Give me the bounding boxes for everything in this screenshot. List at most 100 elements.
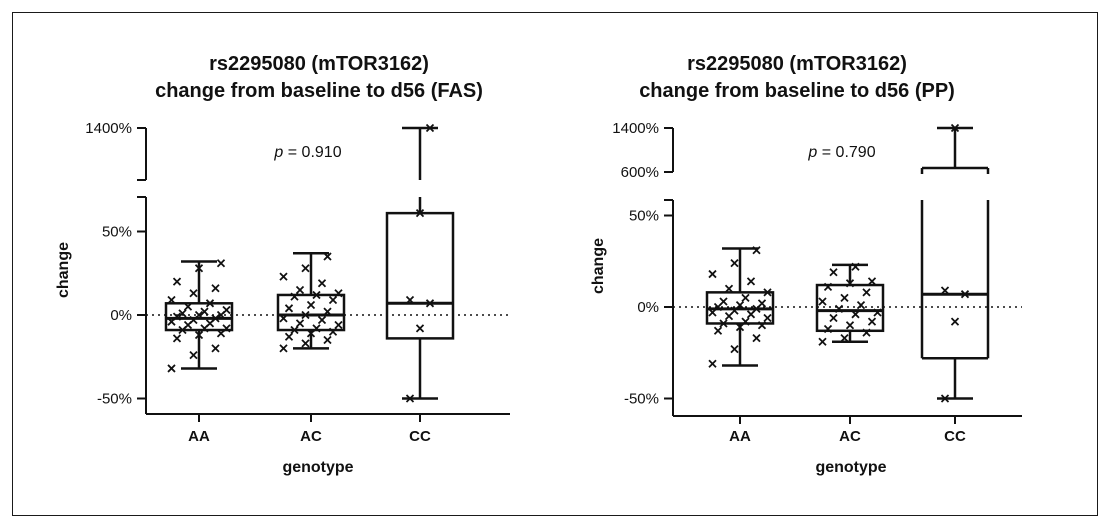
x-tick-label-ac: AC xyxy=(300,428,322,445)
data-point xyxy=(713,326,723,335)
y-tick-label-upper: 600% xyxy=(621,164,659,181)
data-point xyxy=(940,286,950,295)
data-point xyxy=(763,288,772,297)
data-point xyxy=(317,315,327,325)
chart-title-line-2: change from baseline to d56 (PP) xyxy=(639,80,955,102)
data-point xyxy=(334,320,343,330)
data-point xyxy=(415,208,425,218)
x-axis-label: genotype xyxy=(282,459,353,476)
data-point xyxy=(189,289,198,298)
data-point xyxy=(216,259,226,268)
x-tick-label-aa: AA xyxy=(188,428,210,445)
y-axis-label: change xyxy=(55,242,72,298)
data-point xyxy=(194,310,204,320)
y-tick-label-upper: 1400% xyxy=(612,120,659,137)
data-point xyxy=(829,313,838,323)
data-point xyxy=(172,312,182,321)
data-point xyxy=(818,297,827,306)
data-point xyxy=(708,359,717,368)
box-ac xyxy=(276,251,346,353)
data-point xyxy=(194,264,204,273)
data-point xyxy=(425,299,435,308)
box-iqr xyxy=(164,302,234,332)
data-point xyxy=(823,324,833,334)
data-point xyxy=(752,246,761,255)
chart-title-line-1: rs2295080 (mTOR3162) xyxy=(209,53,429,75)
data-point xyxy=(829,268,838,277)
data-point xyxy=(284,332,294,341)
data-point xyxy=(211,314,220,323)
data-point xyxy=(757,321,767,330)
data-point xyxy=(840,333,849,343)
data-point xyxy=(205,299,215,308)
data-point xyxy=(730,344,739,354)
box-ac xyxy=(815,262,885,346)
data-point xyxy=(301,339,310,348)
data-point xyxy=(415,324,425,333)
y-tick-label: 0% xyxy=(110,307,132,324)
data-point xyxy=(741,317,750,326)
data-point xyxy=(222,305,231,315)
data-point xyxy=(334,289,343,298)
data-point xyxy=(172,334,182,343)
data-point xyxy=(730,258,739,268)
data-point xyxy=(323,335,332,345)
data-point xyxy=(735,301,745,310)
data-point xyxy=(317,279,327,288)
data-point xyxy=(279,344,288,353)
data-point xyxy=(189,350,198,360)
y-tick-label: -50% xyxy=(97,391,132,408)
data-point xyxy=(840,293,849,302)
box-iqr xyxy=(276,293,346,332)
x-tick-label-cc: CC xyxy=(409,428,431,445)
data-point xyxy=(845,279,855,288)
data-point xyxy=(178,309,187,318)
x-axis-label: genotype xyxy=(815,459,886,476)
data-point xyxy=(950,123,960,133)
y-tick-label: -50% xyxy=(624,391,659,408)
data-point xyxy=(741,293,750,302)
data-point xyxy=(856,301,866,310)
data-point xyxy=(290,325,299,335)
data-point xyxy=(960,290,970,299)
data-point xyxy=(763,313,772,323)
data-point xyxy=(851,310,860,319)
data-point xyxy=(851,262,860,271)
p-value-annotation: p = 0.790 xyxy=(807,144,875,161)
chart-panel-2: rs2295080 (mTOR3162) change from baseline… xyxy=(590,53,1022,476)
data-point xyxy=(323,252,332,261)
data-point xyxy=(862,328,871,337)
data-point xyxy=(295,319,305,328)
data-point xyxy=(295,285,305,295)
data-point xyxy=(279,314,288,323)
data-point xyxy=(312,324,321,333)
x-tick-label-cc: CC xyxy=(944,428,966,445)
box-iqr xyxy=(815,283,885,333)
data-point xyxy=(167,295,176,305)
data-point xyxy=(746,277,756,286)
data-point xyxy=(405,295,415,305)
data-point xyxy=(823,282,833,292)
data-point xyxy=(200,307,209,316)
data-point xyxy=(279,272,288,281)
box-aa xyxy=(705,246,775,368)
chart-title-line-2: change from baseline to d56 (FAS) xyxy=(155,80,483,102)
x-tick-label-aa: AA xyxy=(729,428,751,445)
data-point xyxy=(290,292,299,301)
p-value-annotation: p = 0.910 xyxy=(273,144,341,161)
data-point xyxy=(194,330,204,340)
data-point xyxy=(752,333,761,343)
y-axis-label: change xyxy=(590,238,607,294)
box-aa xyxy=(164,259,234,373)
y-tick-label-upper: 1400% xyxy=(85,120,132,137)
data-point xyxy=(328,327,338,336)
data-point xyxy=(167,364,176,373)
data-point xyxy=(301,264,310,273)
data-point xyxy=(211,284,220,293)
data-point xyxy=(306,300,316,310)
data-point xyxy=(328,295,338,305)
chart-title-line-1: rs2295080 (mTOR3162) xyxy=(687,53,907,75)
data-point xyxy=(719,297,728,306)
data-point xyxy=(172,277,182,286)
